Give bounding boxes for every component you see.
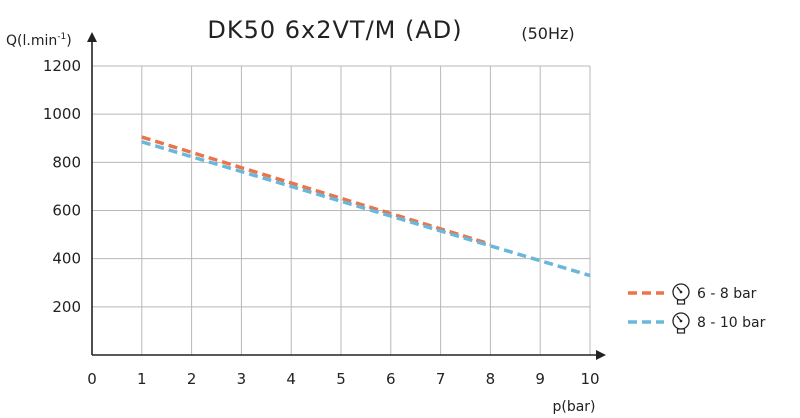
x-tick-label: 4 <box>286 370 296 388</box>
x-tick-label: 2 <box>187 370 197 388</box>
x-tick-label: 7 <box>436 370 446 388</box>
legend-label: 8 - 10 bar <box>697 315 766 331</box>
x-tick-label: 0 <box>87 370 97 388</box>
y-axis-label: Q(l.min-1) <box>6 32 72 49</box>
x-tick-label: 10 <box>580 370 599 388</box>
y-tick-label: 400 <box>52 250 81 268</box>
series-lines <box>141 135 591 278</box>
series-line-1 <box>141 135 491 246</box>
pressure-gauge-icon <box>672 312 690 334</box>
x-tick-label: 5 <box>336 370 346 388</box>
chart-title: DK50 6x2VT/M (AD) <box>207 16 462 44</box>
y-tick-label: 800 <box>52 153 81 171</box>
x-tick-label: 1 <box>137 370 147 388</box>
legend-item-2: 8 - 10 bar <box>628 312 766 334</box>
series-line-2 <box>141 140 591 278</box>
y-tick-label: 600 <box>52 202 81 220</box>
pressure-gauge-icon <box>672 283 690 305</box>
x-tick-label: 3 <box>237 370 247 388</box>
x-axis-label: p(bar) <box>552 399 595 415</box>
x-tick-label: 6 <box>386 370 396 388</box>
x-tick-label: 9 <box>535 370 545 388</box>
tick-labels: 0 1 2 3 4 5 6 7 8 9 10 200 400 600 800 1000 1200 <box>43 57 600 388</box>
chart-subtitle: (50Hz) <box>521 24 574 43</box>
legend-item-1: 6 - 8 bar <box>628 283 757 305</box>
legend: 6 - 8 bar 8 - 10 bar <box>628 283 766 334</box>
legend-label: 6 - 8 bar <box>697 286 757 302</box>
y-tick-label: 1000 <box>43 105 81 123</box>
x-tick-label: 8 <box>486 370 496 388</box>
y-tick-label: 1200 <box>43 57 81 75</box>
y-tick-label: 200 <box>52 298 81 316</box>
gridlines <box>92 65 591 355</box>
